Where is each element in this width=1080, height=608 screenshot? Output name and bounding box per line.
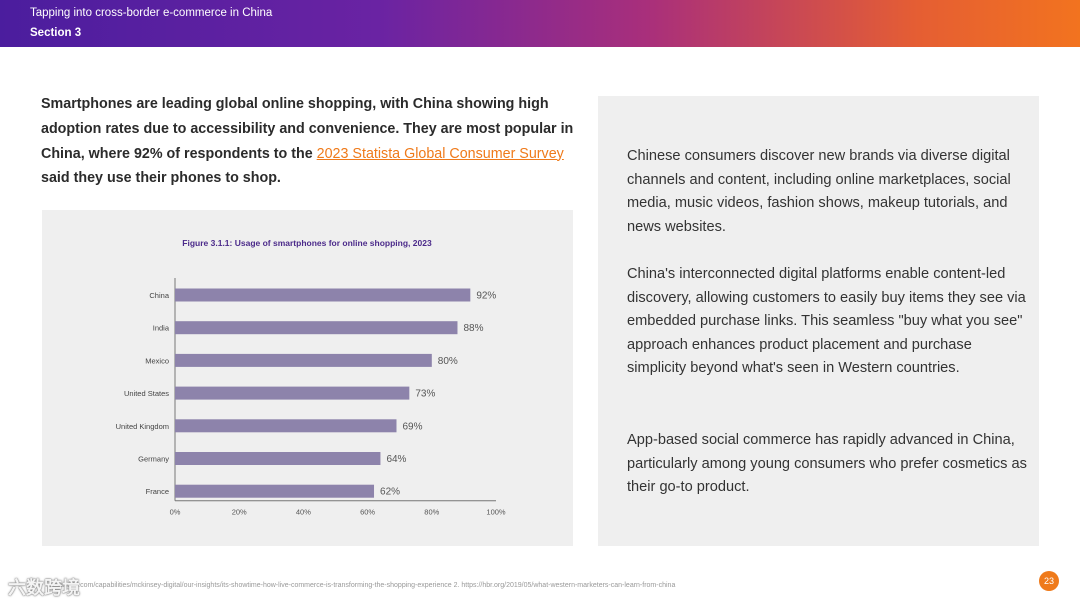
category-label: India: [153, 324, 170, 333]
header-bar: Tapping into cross-border e-commerce in …: [0, 0, 1080, 47]
category-label: United States: [124, 389, 169, 398]
info-paragraph-1: Chinese consumers discover new brands vi…: [627, 148, 1011, 235]
bar-chart: Figure 3.1.1: Usage of smartphones for o…: [116, 238, 506, 517]
data-label: 69%: [402, 421, 422, 432]
data-label: 62%: [380, 487, 400, 498]
bar-united-states: [175, 386, 410, 400]
category-label: Germany: [138, 455, 169, 464]
category-label: France: [146, 487, 169, 496]
category-label: United Kingdom: [116, 422, 169, 431]
info-panel: Chinese consumers discover new brands vi…: [598, 96, 1039, 546]
chart-title: Figure 3.1.1: Usage of smartphones for o…: [182, 238, 432, 248]
category-label: Mexico: [145, 356, 169, 365]
header-title: Tapping into cross-border e-commerce in …: [30, 7, 273, 19]
chart-panel: Figure 3.1.1: Usage of smartphones for o…: [42, 210, 573, 546]
intro-paragraph: Smartphones are leading global online sh…: [41, 92, 576, 191]
x-tick-label: 60%: [360, 508, 375, 517]
data-label: 88%: [463, 323, 483, 334]
bar-india: [175, 321, 458, 335]
intro-text-after: said they use their phones to shop.: [41, 170, 281, 187]
bar-china: [175, 288, 471, 302]
data-label: 92%: [476, 291, 496, 302]
info-paragraph-3: App-based social commerce has rapidly ad…: [627, 432, 1027, 496]
data-label: 80%: [438, 356, 458, 367]
x-tick-label: 0%: [170, 508, 181, 517]
footer-sources: ansey.com/capabilities/mckinsey-digital/…: [60, 582, 676, 589]
section-label: Section 3: [30, 27, 82, 39]
x-tick-label: 100%: [486, 508, 506, 517]
bar-united-kingdom: [175, 419, 397, 433]
x-tick-label: 20%: [232, 508, 247, 517]
bar-germany: [175, 452, 381, 465]
bar-france: [175, 484, 375, 498]
x-tick-label: 80%: [424, 508, 439, 517]
statista-survey-link[interactable]: 2023 Statista Global Consumer Survey: [316, 145, 564, 162]
info-paragraph-2: China's interconnected digital platforms…: [627, 266, 1026, 377]
page-number-badge: 23: [1039, 571, 1059, 591]
category-label: China: [149, 291, 169, 300]
data-label: 64%: [386, 454, 406, 465]
x-tick-label: 40%: [296, 508, 311, 517]
watermark-logo: 六数跨境: [8, 578, 80, 598]
intro-text-before: Smartphones are leading global online sh…: [41, 96, 574, 162]
data-label: 73%: [415, 389, 435, 400]
bar-mexico: [175, 353, 432, 367]
